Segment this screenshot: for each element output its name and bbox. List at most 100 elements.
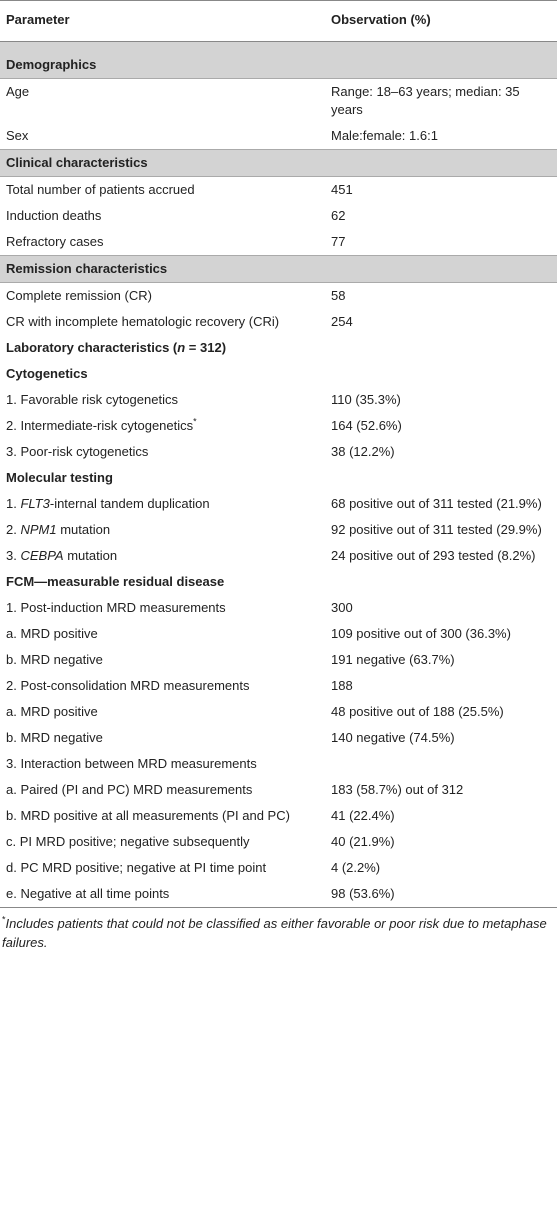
text-part: n	[177, 340, 186, 355]
table-cell: 77	[331, 234, 346, 249]
table-row: d. PC MRD positive; negative at PI time …	[0, 855, 557, 881]
text-part: mutation	[63, 548, 118, 563]
table-cell: Range: 18–63 years; median: 35 years	[331, 84, 520, 117]
table-cell: 4 (2.2%)	[331, 860, 381, 875]
table-cell: Refractory cases	[6, 234, 104, 249]
table-row: Age Range: 18–63 years; median: 35 years	[0, 79, 557, 124]
table-cell: Age	[6, 84, 30, 99]
table-row: Sex Male:female: 1.6:1	[0, 123, 557, 150]
table-cell: 191 negative (63.7%)	[331, 652, 455, 667]
table-row: b. MRD negative 140 negative (74.5%)	[0, 725, 557, 751]
text-part: 3.	[6, 548, 21, 563]
table-cell: Remission characteristics	[0, 255, 557, 283]
table-cell: 3. Interaction between MRD measurements	[6, 756, 257, 771]
text-part: *	[193, 416, 197, 427]
table-cell: e. Negative at all time points	[6, 886, 170, 901]
header-cell: Parameter	[0, 0, 325, 42]
text-part: NPM1	[20, 522, 57, 537]
section-row: Clinical characteristics	[0, 149, 557, 177]
table-cell: 164 (52.6%)	[331, 418, 402, 433]
table-cell: 110 (35.3%)	[331, 392, 401, 407]
table-row: Cytogenetics	[0, 361, 557, 387]
table-row: 2. Post-consolidation MRD measurements 18…	[0, 673, 557, 699]
text-part: FLT3	[20, 496, 50, 511]
table-cell: Male:female: 1.6:1	[331, 128, 438, 143]
text-part: = 312)	[185, 340, 227, 355]
table-row: 1. Favorable risk cytogenetics 110 (35.3%…	[0, 387, 557, 413]
table-row: FCM—measurable residual disease	[0, 569, 557, 595]
table-cell: 300	[331, 600, 353, 615]
table-row: Total number of patients accrued 451	[0, 177, 557, 204]
table-cell: FCM—measurable residual disease	[6, 574, 225, 589]
table-cell: CR with incomplete hematologic recovery …	[6, 314, 280, 329]
table-cell: b. MRD negative	[6, 652, 103, 667]
table-cell: 40 (21.9%)	[331, 834, 395, 849]
table-cell: 68 positive out of 311 tested (21.9%)	[331, 496, 542, 511]
table-row: Refractory cases 77	[0, 229, 557, 256]
table-body: Demographics Age Range: 18–63 years; media…	[0, 41, 557, 908]
data-table: Parameter Observation (%) Demographics Ag…	[0, 0, 557, 908]
table-cell: 58	[331, 288, 346, 303]
table-row: Laboratory characteristics (n = 312)	[0, 335, 557, 361]
table-row: e. Negative at all time points 98 (53.6%)	[0, 881, 557, 908]
table-cell: 38 (12.2%)	[331, 444, 395, 459]
text-part: Includes patients that could not be clas…	[2, 916, 547, 950]
table-cell: 2. Post-consolidation MRD measurements	[6, 678, 250, 693]
table-row: Molecular testing	[0, 465, 557, 491]
table-cell: 48 positive out of 188 (25.5%)	[331, 704, 504, 719]
text-part: *	[2, 914, 6, 925]
table-cell: 24 positive out of 293 tested (8.2%)	[331, 548, 536, 563]
table-cell: 3. CEBPA mutation	[0, 543, 325, 569]
table-row: c. PI MRD positive; negative subsequentl…	[0, 829, 557, 855]
table-cell: 451	[331, 182, 353, 197]
table-cell: 92 positive out of 311 tested (29.9%)	[331, 522, 542, 537]
table-cell: 188	[331, 678, 353, 693]
table-row: 2. Intermediate-risk cytogenetics* 164 (5…	[0, 413, 557, 439]
table-cell: a. MRD positive	[6, 626, 98, 641]
table-row: 3. Poor-risk cytogenetics 38 (12.2%)	[0, 439, 557, 465]
table-cell: 140 negative (74.5%)	[331, 730, 455, 745]
text-part: Laboratory characteristics (	[6, 340, 178, 355]
section-row: Demographics	[0, 41, 557, 79]
table-row: 3. Interaction between MRD measurements	[0, 751, 557, 777]
table-cell: 1. Post-induction MRD measurements	[6, 600, 226, 615]
table-row: CR with incomplete hematologic recovery …	[0, 309, 557, 335]
table-cell: 62	[331, 208, 346, 223]
table-cell: 109 positive out of 300 (36.3%)	[331, 626, 511, 641]
table-row: 1. FLT3-internal tandem duplication 68 po…	[0, 491, 557, 517]
text-part: 1.	[6, 496, 21, 511]
text-part: 2. Intermediate-risk cytogenetics	[6, 418, 194, 433]
table-cell: c. PI MRD positive; negative subsequentl…	[6, 834, 250, 849]
table-cell: b. MRD positive at all measurements (PI …	[6, 808, 290, 823]
table-cell: 98 (53.6%)	[331, 886, 395, 901]
table-cell: 254	[331, 314, 353, 329]
text-part: -internal tandem duplication	[49, 496, 210, 511]
table-cell: 1. FLT3-internal tandem duplication	[0, 491, 325, 517]
text-part: CEBPA	[20, 548, 64, 563]
table-cell: 3. Poor-risk cytogenetics	[6, 444, 149, 459]
table-row: b. MRD negative 191 negative (63.7%)	[0, 647, 557, 673]
table-row: 3. CEBPA mutation 24 positive out of 293 …	[0, 543, 557, 569]
table-cell: Laboratory characteristics (n = 312)	[0, 335, 557, 361]
text-part: 2.	[6, 522, 21, 537]
table-row: 1. Post-induction MRD measurements 300	[0, 595, 557, 621]
table-cell: Demographics	[0, 41, 557, 79]
header-row: Parameter Observation (%)	[0, 0, 557, 42]
table-cell: b. MRD negative	[6, 730, 103, 745]
table-cell: Cytogenetics	[6, 366, 88, 381]
table-cell: Molecular testing	[6, 470, 113, 485]
table-cell: Complete remission (CR)	[6, 288, 152, 303]
table-row: Induction deaths 62	[0, 203, 557, 229]
table-row: a. MRD positive 48 positive out of 188 (2…	[0, 699, 557, 725]
table-cell: Sex	[6, 128, 29, 143]
table-cell: 2. NPM1 mutation	[0, 517, 325, 543]
footnote: *Includes patients that could not be cla…	[0, 908, 557, 958]
table-cell: a. MRD positive	[6, 704, 98, 719]
table-row: 2. NPM1 mutation 92 positive out of 311 t…	[0, 517, 557, 543]
table-row: Complete remission (CR) 58	[0, 283, 557, 310]
table-cell: Total number of patients accrued	[6, 182, 195, 197]
header-cell: Observation (%)	[325, 0, 557, 42]
table-cell: 183 (58.7%) out of 312	[331, 782, 464, 797]
text-part: mutation	[56, 522, 111, 537]
